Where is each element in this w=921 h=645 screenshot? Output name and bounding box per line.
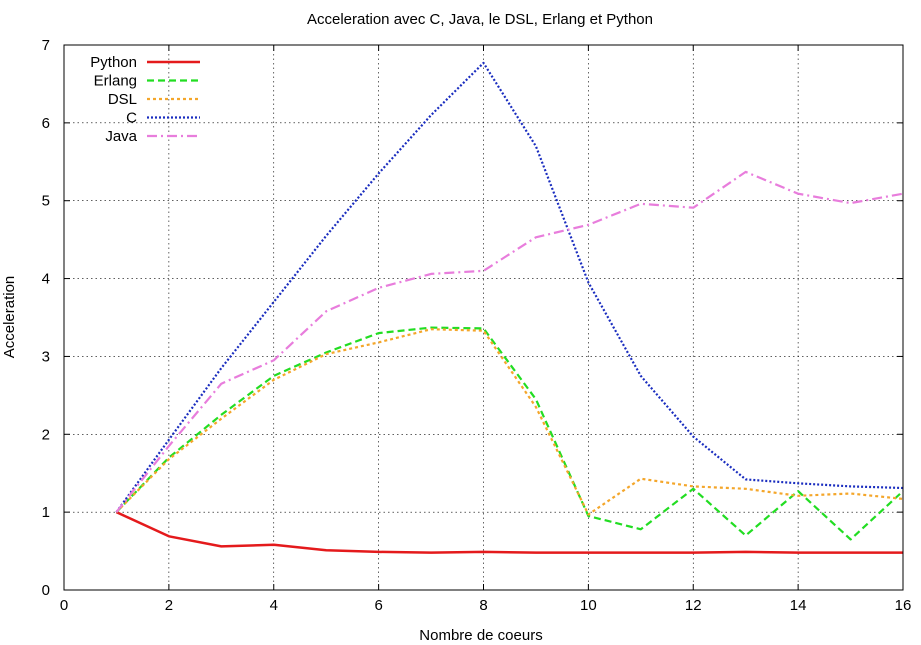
y-tick-label: 7	[42, 37, 50, 54]
legend-label-java: Java	[105, 128, 137, 145]
x-tick-label: 16	[895, 597, 912, 614]
legend-label-erlang: Erlang	[94, 73, 137, 90]
y-tick-label: 5	[42, 193, 50, 210]
series-line-dsl	[115, 328, 904, 516]
series-line-erlang	[115, 326, 904, 541]
legend-label-c: C	[126, 110, 137, 127]
series-line-python	[115, 510, 903, 554]
x-tick-label: 0	[60, 597, 68, 614]
y-tick-label: 3	[42, 348, 50, 365]
x-tick-label: 8	[479, 597, 487, 614]
legend-label-python: Python	[90, 54, 137, 71]
grid	[64, 45, 903, 590]
y-tick-label: 0	[42, 582, 50, 599]
x-tick-label: 6	[374, 597, 382, 614]
y-tick-label: 2	[42, 426, 50, 443]
series-line-c	[115, 61, 904, 513]
x-tick-label: 2	[165, 597, 173, 614]
y-tick-label: 6	[42, 115, 50, 132]
x-tick-label: 14	[790, 597, 807, 614]
y-axis-label: Acceleration	[1, 276, 18, 359]
legend-label-dsl: DSL	[108, 91, 137, 108]
x-tick-label: 4	[270, 597, 278, 614]
x-tick-label: 10	[580, 597, 597, 614]
y-tick-label: 1	[42, 504, 50, 521]
x-tick-label: 12	[685, 597, 702, 614]
x-axis-label: Nombre de coeurs	[419, 627, 542, 644]
series-line-java	[115, 170, 904, 513]
y-tick-label: 4	[42, 271, 50, 288]
chart-title: Acceleration avec C, Java, le DSL, Erlan…	[307, 11, 653, 28]
series-lines	[115, 61, 904, 554]
